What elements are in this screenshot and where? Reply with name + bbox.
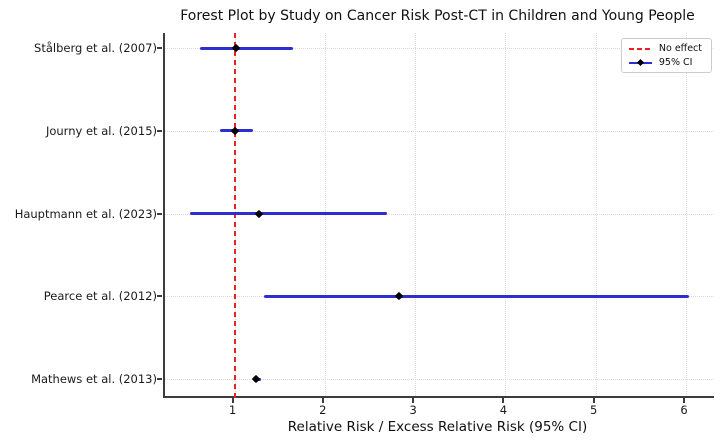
x-axis-tick xyxy=(412,398,415,403)
x-axis-tick-label: 1 xyxy=(228,403,237,417)
ci-diamond-marker-icon xyxy=(628,58,652,67)
legend-ci-label: 95% CI xyxy=(658,57,693,68)
x-axis-tick-label: 4 xyxy=(499,403,508,417)
x-axis-tick-label: 5 xyxy=(590,403,598,417)
x-axis-label: Relative Risk / Excess Relative Risk (95… xyxy=(287,419,588,435)
vertical-gridline xyxy=(415,33,417,396)
red-dash-icon xyxy=(628,47,652,50)
legend: No effect 95% CI xyxy=(620,38,712,73)
x-axis-tick xyxy=(321,398,324,403)
y-axis-tick xyxy=(157,295,162,298)
legend-entry-no-effect: No effect xyxy=(628,43,702,54)
x-axis-tick-label: 3 xyxy=(409,403,417,417)
no-effect-reference-line xyxy=(233,33,236,398)
y-axis-tick xyxy=(157,212,162,215)
vertical-gridline xyxy=(595,33,597,396)
ci-line xyxy=(264,294,689,298)
study-label: Journy et al. (2015) xyxy=(45,123,157,138)
study-label: Stålberg et al. (2007) xyxy=(34,41,157,55)
x-axis-tick xyxy=(592,398,595,403)
x-axis-tick-label: 6 xyxy=(680,403,688,417)
study-label: Mathews et al. (2013) xyxy=(31,372,157,386)
ci-line xyxy=(190,212,388,215)
horizontal-gridline xyxy=(165,213,714,215)
y-axis-tick xyxy=(157,47,162,49)
point-estimate-marker xyxy=(254,209,264,218)
horizontal-gridline xyxy=(165,379,714,380)
x-axis-tick xyxy=(231,398,234,403)
ci-line xyxy=(200,46,294,50)
vertical-gridline xyxy=(505,33,507,396)
diamond-icon xyxy=(636,58,644,67)
vertical-gridline xyxy=(686,33,687,396)
x-axis-tick xyxy=(502,398,505,403)
point-estimate-marker xyxy=(394,292,404,301)
plot-area: No effect 95% CI xyxy=(163,33,714,398)
no-effect-dashed-line-icon xyxy=(628,45,652,53)
horizontal-gridline xyxy=(165,48,714,49)
chart-title: Forest Plot by Study on Cancer Risk Post… xyxy=(180,8,695,24)
horizontal-gridline xyxy=(165,130,714,132)
legend-no-effect-label: No effect xyxy=(658,43,702,54)
study-label: Pearce et al. (2012) xyxy=(43,289,157,304)
legend-entry-ci: 95% CI xyxy=(628,57,702,68)
y-axis-tick xyxy=(157,378,162,380)
x-axis-tick xyxy=(683,398,685,403)
x-axis-tick-label: 2 xyxy=(319,403,327,417)
y-axis-tick xyxy=(157,129,162,132)
point-estimate-marker xyxy=(251,374,261,384)
point-estimate-marker xyxy=(230,126,239,135)
study-label: Hauptmann et al. (2023) xyxy=(14,206,157,221)
